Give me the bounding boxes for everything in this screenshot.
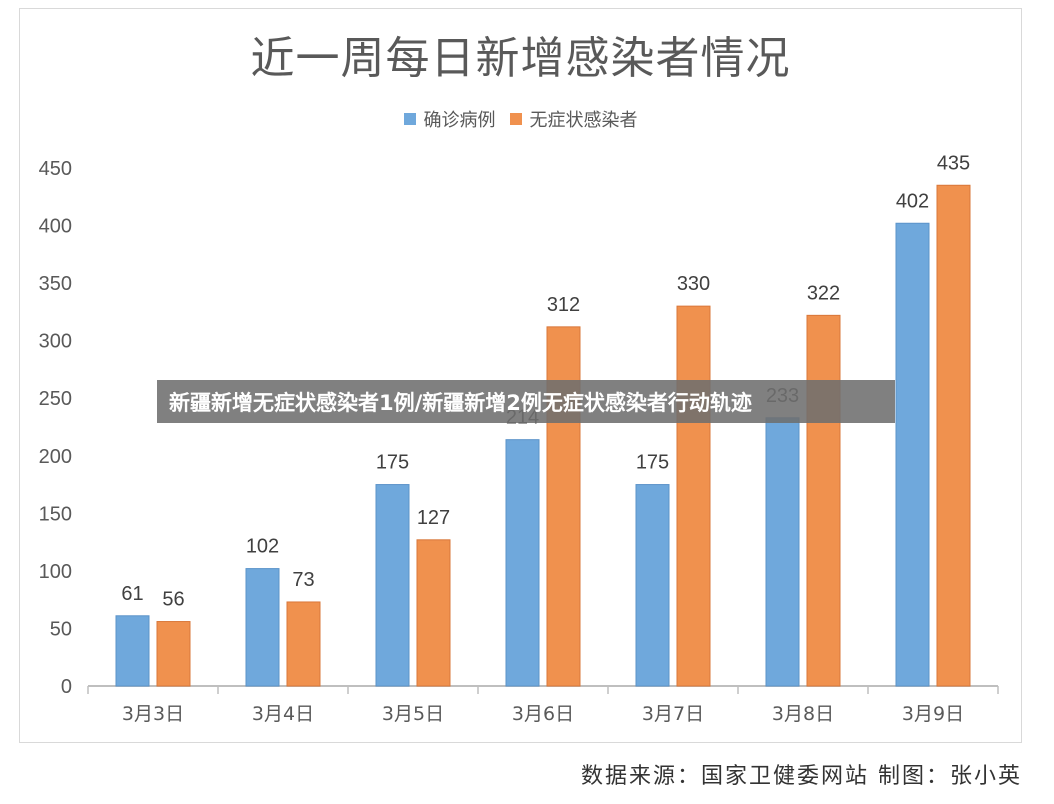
- value-label-asymptomatic: 127: [417, 507, 450, 529]
- y-tick-label: 350: [39, 273, 72, 295]
- y-tick-label: 50: [50, 618, 72, 640]
- legend-label-asymptomatic: 无症状感染者: [529, 110, 638, 131]
- bar-asymptomatic: [676, 305, 711, 687]
- chart-title: 近一周每日新增感染者情况: [250, 33, 791, 84]
- bar-asymptomatic: [936, 184, 971, 687]
- value-label-confirmed: 175: [636, 452, 669, 474]
- x-tick-label: 3月9日: [902, 703, 964, 725]
- y-tick-label: 200: [39, 446, 72, 468]
- legend-label-confirmed: 确诊病例: [423, 110, 496, 131]
- x-tick-label: 3月8日: [772, 703, 834, 725]
- bar-asymptomatic: [806, 314, 841, 687]
- bar-asymptomatic: [156, 621, 191, 687]
- y-tick-label: 150: [39, 503, 72, 525]
- value-label-asymptomatic: 322: [807, 282, 840, 304]
- legend-swatch-confirmed: [403, 113, 416, 125]
- bar-confirmed: [505, 439, 540, 687]
- x-tick-label: 3月3日: [122, 703, 184, 725]
- bar-confirmed: [765, 417, 800, 687]
- value-label-asymptomatic: 56: [162, 589, 184, 611]
- value-label-asymptomatic: 330: [677, 273, 710, 295]
- bar-confirmed: [245, 568, 280, 687]
- x-tick-label: 3月7日: [642, 703, 704, 725]
- legend-swatch-asymptomatic: [509, 113, 522, 125]
- bar-confirmed: [115, 615, 150, 687]
- y-tick-label: 100: [39, 561, 72, 583]
- bar-asymptomatic: [286, 601, 321, 687]
- y-tick-label: 250: [39, 388, 72, 410]
- y-tick-label: 0: [61, 676, 72, 698]
- y-tick-label: 300: [39, 331, 72, 353]
- value-label-confirmed: 102: [246, 536, 279, 558]
- x-tick-label: 3月4日: [252, 703, 314, 725]
- bar-asymptomatic: [416, 539, 451, 687]
- source-credit: 数据来源：国家卫健委网站 制图：张小英: [581, 764, 1022, 789]
- x-tick-label: 3月6日: [512, 703, 574, 725]
- y-tick-label: 450: [39, 158, 72, 180]
- legend-item-confirmed: 确诊病例: [403, 106, 496, 132]
- value-label-confirmed: 61: [121, 583, 143, 605]
- bar-confirmed: [375, 484, 410, 687]
- value-label-asymptomatic: 435: [937, 152, 970, 174]
- chart-legend: 确诊病例 无症状感染者: [19, 106, 1022, 132]
- y-tick-label: 400: [39, 216, 72, 238]
- headline-banner[interactable]: 新疆新增无症状感染者1例/新疆新增2例无症状感染者行动轨迹: [157, 380, 895, 423]
- x-tick-label: 3月5日: [382, 703, 444, 725]
- value-label-confirmed: 402: [896, 190, 929, 212]
- legend-item-asymptomatic: 无症状感染者: [509, 106, 638, 132]
- value-label-asymptomatic: 312: [547, 294, 580, 316]
- value-label-confirmed: 175: [376, 452, 409, 474]
- bar-confirmed: [635, 484, 670, 687]
- value-label-asymptomatic: 73: [292, 569, 314, 591]
- bar-confirmed: [895, 222, 930, 687]
